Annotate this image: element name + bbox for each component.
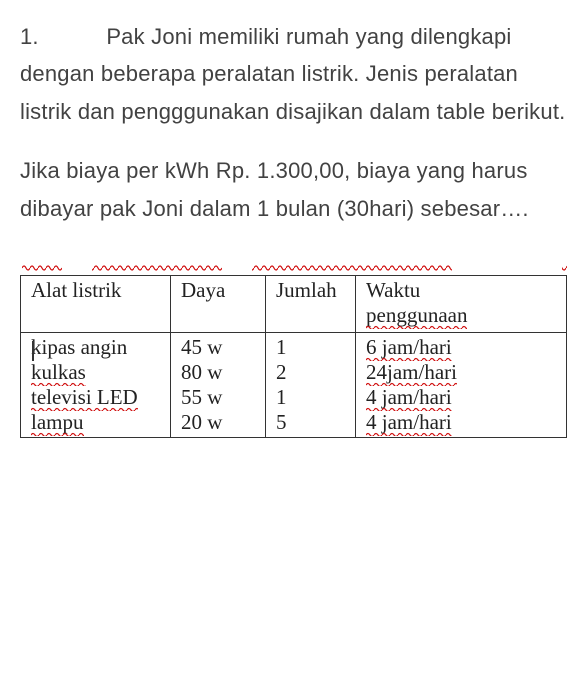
header-alat: Alat listrik: [21, 275, 171, 332]
cell-daya: 45 w: [181, 335, 222, 359]
cell-jumlah: 1: [276, 385, 287, 409]
header-jumlah: Jumlah: [266, 275, 356, 332]
cell-waktu: 4 jam/hari: [366, 410, 452, 435]
question-text-2: Jika biaya per kWh Rp. 1.300,00, biaya y…: [20, 158, 529, 220]
cell-jumlah-col: 1 2 1 5: [266, 332, 356, 437]
cell-waktu: 6 jam/hari: [366, 335, 452, 360]
cell-daya: 20 w: [181, 410, 222, 434]
header-waktu: Waktu penggunaan: [356, 275, 567, 332]
cell-waktu: 24jam/hari: [366, 360, 457, 385]
appliance-table: Alat listrik Daya Jumlah Waktu penggunaa…: [20, 275, 567, 438]
table-row: kipas angin kulkas televisi LED lampu 45…: [21, 332, 567, 437]
question-text-1: Pak Joni memiliki rumah yang dilengkapi …: [20, 24, 565, 124]
cell-daya-col: 45 w 80 w 55 w 20 w: [171, 332, 266, 437]
cell-alat-col: kipas angin kulkas televisi LED lampu: [21, 332, 171, 437]
cell-alat: lampu: [31, 410, 84, 435]
cell-waktu: 4 jam/hari: [366, 385, 452, 410]
cell-alat: kulkas: [31, 360, 86, 385]
cell-daya: 55 w: [181, 385, 222, 409]
decorative-squiggle-top: [20, 263, 567, 273]
cell-daya: 80 w: [181, 360, 222, 384]
question-paragraph-1: 1. Pak Joni memiliki rumah yang dilengka…: [20, 18, 567, 130]
cell-alat: kipas angin: [31, 335, 127, 360]
question-paragraph-2: Jika biaya per kWh Rp. 1.300,00, biaya y…: [20, 152, 567, 227]
cell-jumlah: 5: [276, 410, 287, 434]
cell-alat: televisi LED: [31, 385, 138, 410]
cell-waktu-col: 6 jam/hari 24jam/hari 4 jam/hari 4 jam/h…: [356, 332, 567, 437]
header-daya: Daya: [171, 275, 266, 332]
cell-jumlah: 2: [276, 360, 287, 384]
table-header-row: Alat listrik Daya Jumlah Waktu penggunaa…: [21, 275, 567, 332]
question-number: 1.: [20, 18, 100, 55]
cell-jumlah: 1: [276, 335, 287, 359]
